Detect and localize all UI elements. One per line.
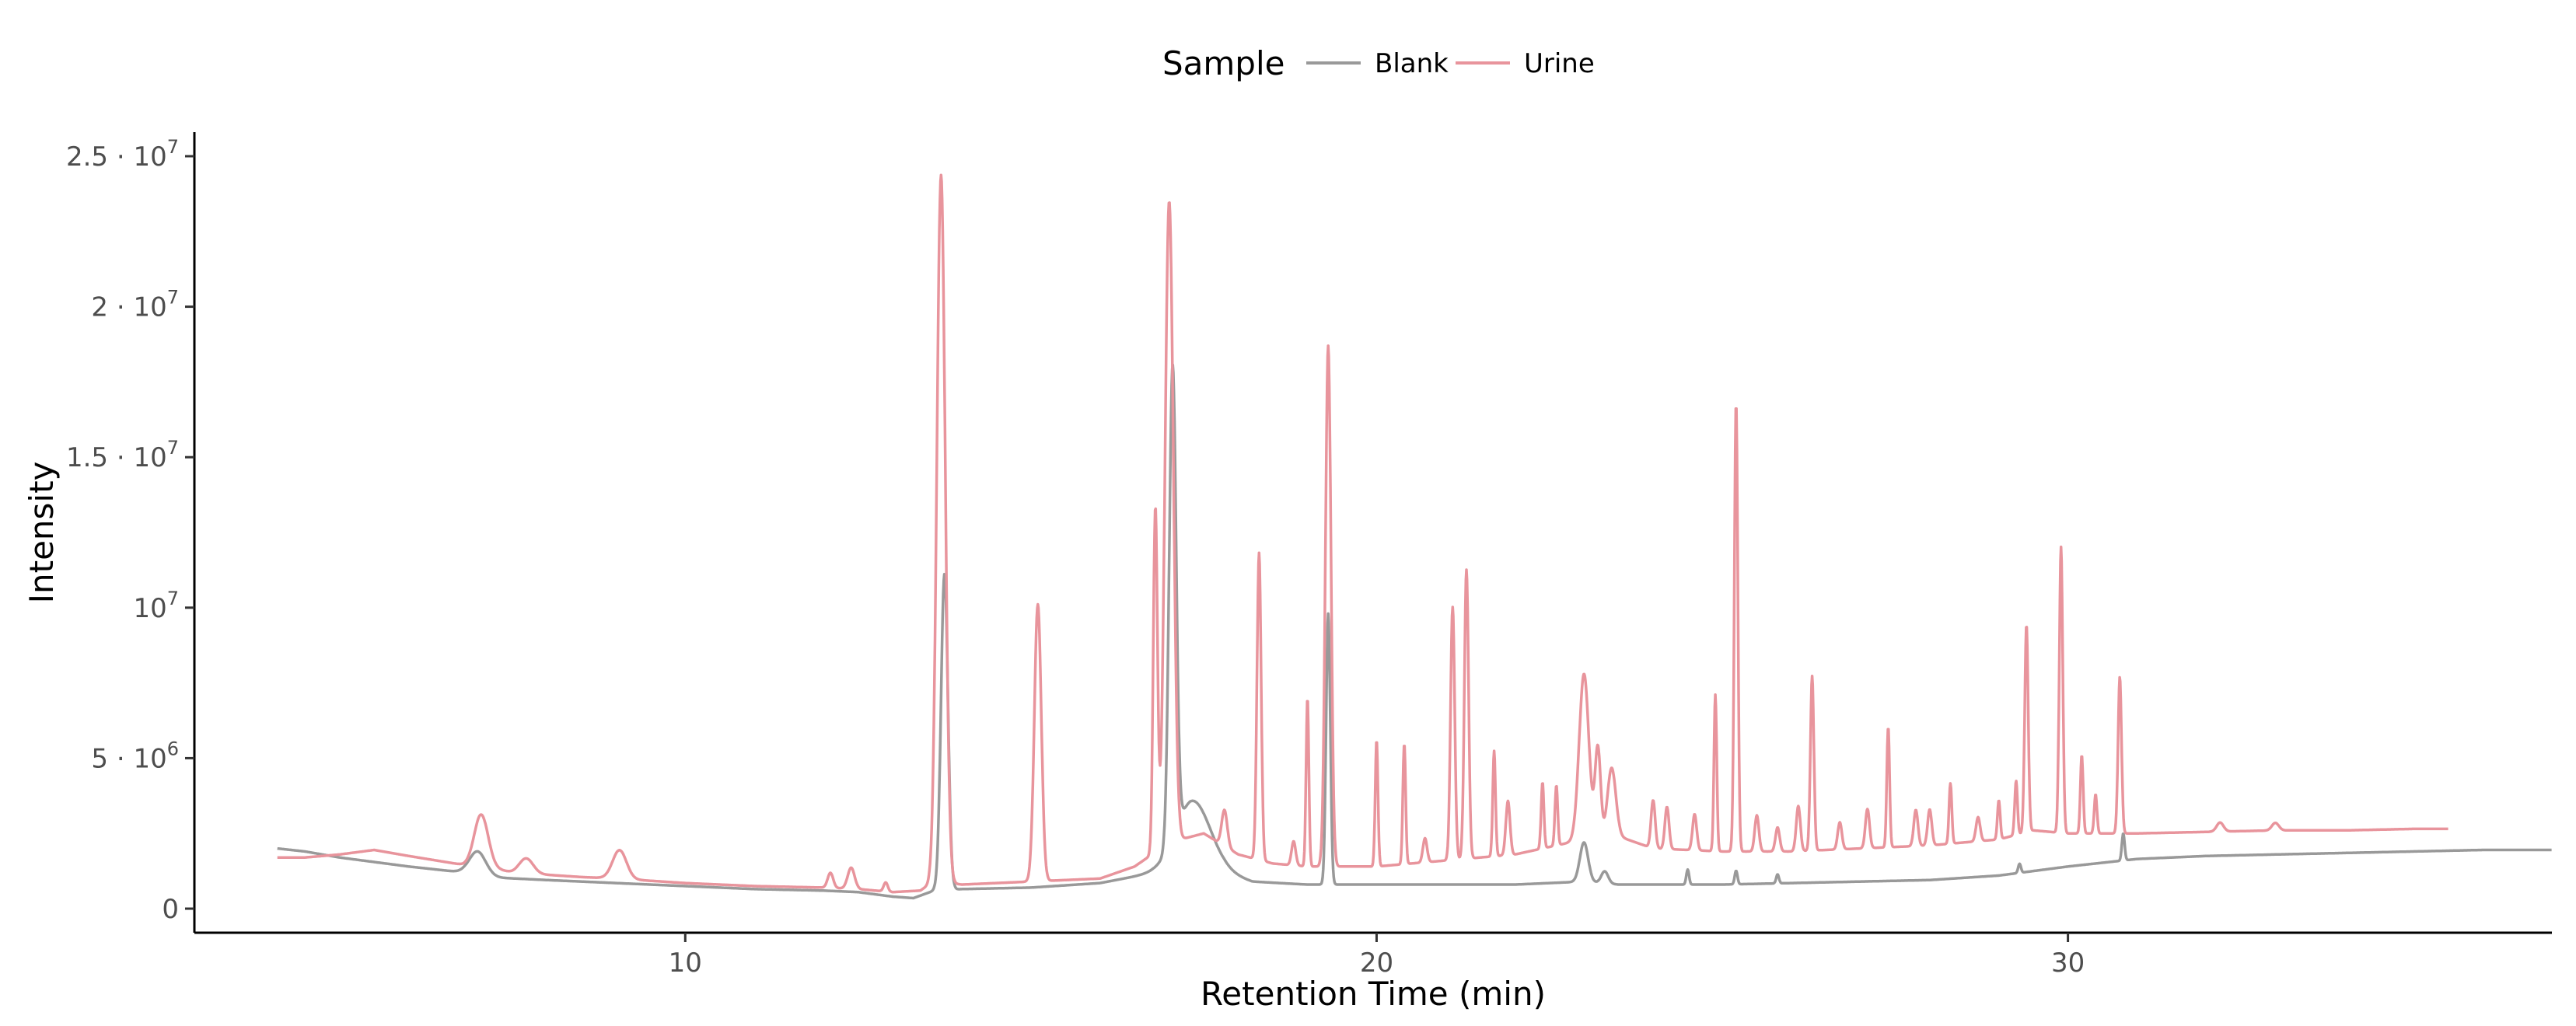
legend-label-blank: Blank <box>1375 48 1449 79</box>
series-line-urine <box>276 173 2449 894</box>
y-tick-label: 5 · 106 <box>91 738 179 774</box>
x-tick-label: 30 <box>2051 947 2085 979</box>
legend: Sample Blank Urine <box>1162 44 1595 82</box>
y-tick-label: 2.5 · 107 <box>66 136 179 173</box>
y-axis-title: Intensity <box>23 462 61 604</box>
legend-title: Sample <box>1162 44 1285 82</box>
x-tick-label: 20 <box>1360 947 1393 979</box>
x-tick-label: 10 <box>669 947 702 979</box>
y-tick-label: 0 <box>162 894 179 925</box>
y-tick-label: 107 <box>133 588 179 624</box>
y-tick-label: 2 · 107 <box>91 287 179 323</box>
legend-label-urine: Urine <box>1524 48 1595 79</box>
y-tick-label: 1.5 · 107 <box>66 437 179 473</box>
x-axis-title: Retention Time (min) <box>1201 975 1546 1013</box>
series-layer <box>276 173 2553 900</box>
x-axis-ticks: 10 20 30 <box>669 933 2085 979</box>
series-line-blank <box>276 363 2553 900</box>
y-axis-ticks: 0 5 · 106 107 1.5 · 107 2 · 107 2.5 · 107 <box>66 136 194 925</box>
